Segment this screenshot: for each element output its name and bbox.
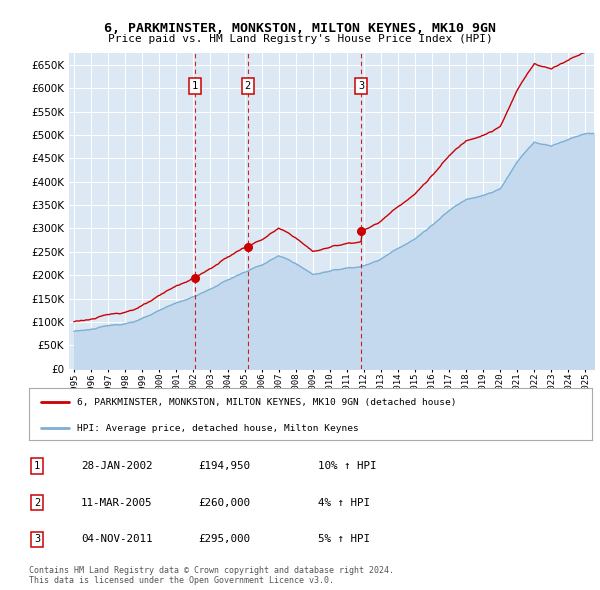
Text: 3: 3 bbox=[34, 535, 40, 544]
Text: 4% ↑ HPI: 4% ↑ HPI bbox=[318, 498, 370, 507]
Text: 2: 2 bbox=[245, 81, 251, 91]
Text: 11-MAR-2005: 11-MAR-2005 bbox=[81, 498, 152, 507]
Text: 6, PARKMINSTER, MONKSTON, MILTON KEYNES, MK10 9GN (detached house): 6, PARKMINSTER, MONKSTON, MILTON KEYNES,… bbox=[77, 398, 456, 407]
Text: 2: 2 bbox=[34, 498, 40, 507]
Text: 10% ↑ HPI: 10% ↑ HPI bbox=[318, 461, 377, 471]
Text: Price paid vs. HM Land Registry's House Price Index (HPI): Price paid vs. HM Land Registry's House … bbox=[107, 34, 493, 44]
Text: 04-NOV-2011: 04-NOV-2011 bbox=[81, 535, 152, 544]
Text: 6, PARKMINSTER, MONKSTON, MILTON KEYNES, MK10 9GN: 6, PARKMINSTER, MONKSTON, MILTON KEYNES,… bbox=[104, 22, 496, 35]
Text: £260,000: £260,000 bbox=[198, 498, 250, 507]
Text: 1: 1 bbox=[191, 81, 198, 91]
Text: HPI: Average price, detached house, Milton Keynes: HPI: Average price, detached house, Milt… bbox=[77, 424, 358, 432]
Text: 3: 3 bbox=[358, 81, 364, 91]
Text: £295,000: £295,000 bbox=[198, 535, 250, 544]
Text: 28-JAN-2002: 28-JAN-2002 bbox=[81, 461, 152, 471]
Text: 1: 1 bbox=[34, 461, 40, 471]
Text: Contains HM Land Registry data © Crown copyright and database right 2024.
This d: Contains HM Land Registry data © Crown c… bbox=[29, 566, 394, 585]
Text: 5% ↑ HPI: 5% ↑ HPI bbox=[318, 535, 370, 544]
Text: £194,950: £194,950 bbox=[198, 461, 250, 471]
